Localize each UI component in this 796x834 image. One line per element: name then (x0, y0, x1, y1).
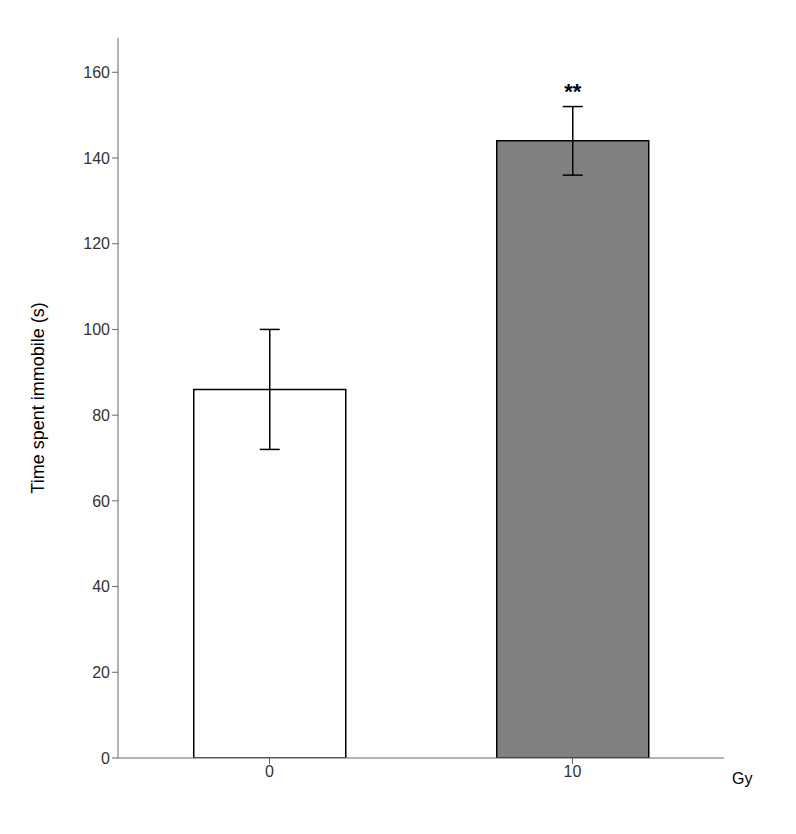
svg-text:60: 60 (92, 493, 110, 510)
svg-text:**: ** (564, 79, 582, 104)
svg-text:160: 160 (83, 64, 110, 81)
svg-text:0: 0 (101, 750, 110, 767)
svg-text:20: 20 (92, 664, 110, 681)
svg-text:0: 0 (265, 763, 274, 780)
svg-text:10: 10 (564, 763, 582, 780)
svg-text:Gy: Gy (732, 770, 752, 787)
svg-text:100: 100 (83, 321, 110, 338)
svg-text:80: 80 (92, 407, 110, 424)
svg-text:120: 120 (83, 235, 110, 252)
svg-text:40: 40 (92, 578, 110, 595)
svg-text:140: 140 (83, 150, 110, 167)
svg-text:Time spent immobile (s): Time spent immobile (s) (28, 302, 48, 493)
